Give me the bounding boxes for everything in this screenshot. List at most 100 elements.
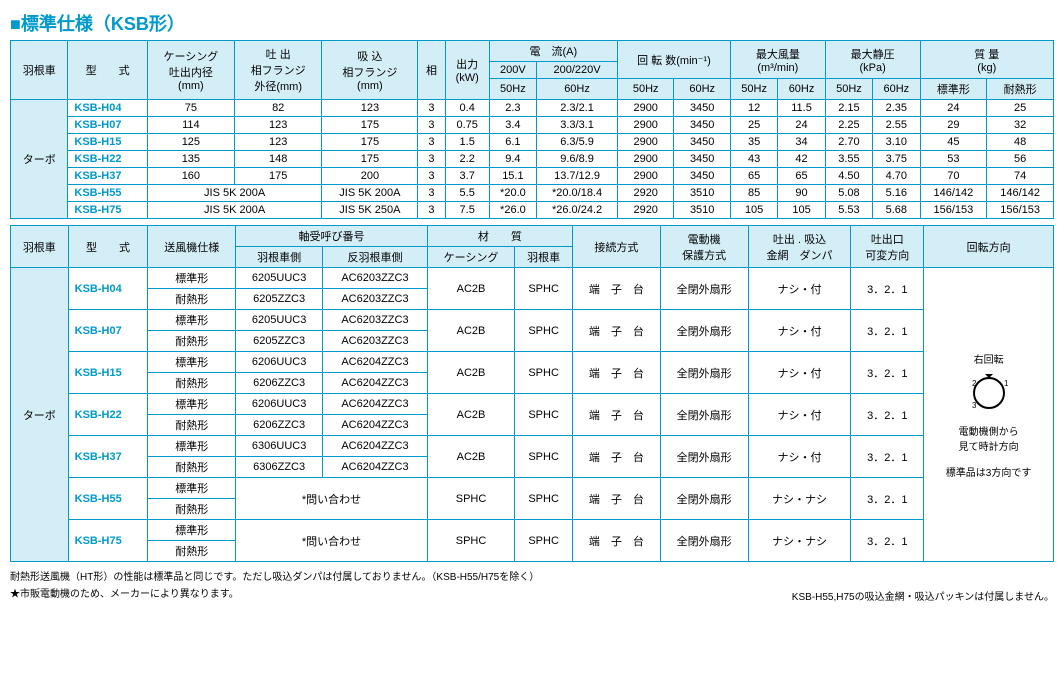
cell: 3.7 (445, 168, 489, 185)
cell: AC6204ZZC3 (323, 352, 428, 373)
h2-impeller: 羽根車 (11, 226, 69, 268)
cell: 標準形 (148, 436, 236, 457)
table-row: KSB-H1512512317531.56.16.3/5.92900345035… (11, 134, 1054, 151)
h-power: 出力(kW) (445, 41, 489, 100)
h-a60: 60Hz (778, 79, 825, 100)
cell: 2920 (617, 185, 673, 202)
cell: 6206ZZC3 (236, 415, 323, 436)
cell: AC6204ZZC3 (323, 436, 428, 457)
table-row: KSB-H55標準形*問い合わせSPHCSPHC端 子 台全閉外扇形ナシ・ナシ3… (11, 478, 1054, 499)
cell: 65 (730, 168, 777, 185)
cell: 3．2．1 (851, 310, 924, 352)
cell: 耐熱形 (148, 457, 236, 478)
cell: 148 (234, 151, 321, 168)
cell: 3.55 (825, 151, 872, 168)
cell: 3．2．1 (851, 394, 924, 436)
cell: 6206ZZC3 (236, 373, 323, 394)
cell: 6205ZZC3 (236, 331, 323, 352)
table-row: KSB-H75標準形*問い合わせSPHCSPHC端 子 台全閉外扇形ナシ・ナシ3… (11, 520, 1054, 541)
table-row: KSB-H75JIS 5K 200AJIS 5K 250A37.5*26.0*2… (11, 202, 1054, 219)
cell: 123 (234, 134, 321, 151)
cell: 7.5 (445, 202, 489, 219)
h-current: 電 流(A) (489, 41, 617, 62)
h-r50: 50Hz (617, 79, 673, 100)
cell: 標準形 (148, 352, 236, 373)
cell: 全閉外扇形 (660, 394, 748, 436)
group-cell: ターボ (11, 268, 69, 562)
cell: 3450 (674, 168, 730, 185)
h-p60: 60Hz (873, 79, 920, 100)
cell: 端 子 台 (572, 352, 660, 394)
cell: 25 (730, 117, 777, 134)
cell: 6206UUC3 (236, 352, 323, 373)
cell: 6205UUC3 (236, 268, 323, 289)
cell: 11.5 (778, 100, 825, 117)
cell: 45 (920, 134, 987, 151)
cell: 123 (234, 117, 321, 134)
cell: 3450 (674, 117, 730, 134)
h-mstd: 標準形 (920, 79, 987, 100)
cell: 2900 (617, 117, 673, 134)
model-cell: KSB-H15 (68, 134, 147, 151)
h-pressure: 最大静圧(kPa) (825, 41, 920, 79)
cell: 105 (730, 202, 777, 219)
cell: 3 (418, 168, 445, 185)
cell: 3．2．1 (851, 520, 924, 562)
cell: 耐熱形 (148, 415, 236, 436)
cell: 4.70 (873, 168, 920, 185)
cell: 耐熱形 (148, 331, 236, 352)
cell: 2.3/2.1 (537, 100, 618, 117)
cell: 175 (322, 151, 418, 168)
h2-spec: 送風機仕様 (148, 226, 236, 268)
cell: 3 (418, 202, 445, 219)
cell: 0.4 (445, 100, 489, 117)
h2-mesh: 吐出 . 吸込金網 ダンパ (748, 226, 851, 268)
cell: 全閉外扇形 (660, 310, 748, 352)
cell: 端 子 台 (572, 520, 660, 562)
cell: 3510 (674, 202, 730, 219)
cell: 114 (147, 117, 234, 134)
cell: 3 (418, 100, 445, 117)
h2-bopp: 反羽根車側 (323, 247, 428, 268)
cell: 3．2．1 (851, 478, 924, 520)
h-phase: 相 (418, 41, 445, 100)
h-c60: 60Hz (537, 79, 618, 100)
cell: AC6203ZZC3 (323, 310, 428, 331)
cell: 端 子 台 (572, 310, 660, 352)
cell: 175 (322, 134, 418, 151)
h-mass: 質 量(kg) (920, 41, 1053, 79)
cell: 12 (730, 100, 777, 117)
cell: 2.25 (825, 117, 872, 134)
cell: 3 (418, 185, 445, 202)
h-r60: 60Hz (674, 79, 730, 100)
cell: 6205ZZC3 (236, 289, 323, 310)
cell: 105 (778, 202, 825, 219)
cell: 3．2．1 (851, 352, 924, 394)
cell: 標準形 (148, 520, 236, 541)
table-row: KSB-H22標準形6206UUC3AC6204ZZC3AC2BSPHC端 子 … (11, 394, 1054, 415)
cell: 135 (147, 151, 234, 168)
cell: SPHC (515, 268, 573, 310)
cell: 5.53 (825, 202, 872, 219)
cell: 146/142 (987, 185, 1054, 202)
group-cell: ターボ (11, 100, 68, 219)
model-cell: KSB-H04 (68, 268, 148, 310)
model-cell: KSB-H75 (68, 202, 147, 219)
cell: 全閉外扇形 (660, 478, 748, 520)
cell: 6306UUC3 (236, 436, 323, 457)
h-outlet: 吐 出相フランジ外径(mm) (234, 41, 321, 100)
footnote-1: 耐熱形送風機（HT形）の性能は標準品と同じです。ただし吸込ダンパは付属しておりま… (10, 568, 1054, 583)
cell: 75 (147, 100, 234, 117)
cell: ナシ・付 (748, 436, 851, 478)
model-cell: KSB-H07 (68, 117, 147, 134)
cell: 82 (234, 100, 321, 117)
cell: 3510 (674, 185, 730, 202)
cell: 耐熱形 (148, 499, 236, 520)
cell: 6.1 (489, 134, 536, 151)
cell: 25 (987, 100, 1054, 117)
h-mheat: 耐熱形 (987, 79, 1054, 100)
cell: AC2B (427, 352, 515, 394)
model-cell: KSB-H07 (68, 310, 148, 352)
rotation-cell: 右回転213電動機側から見て時計方向標準品は3方向です (924, 268, 1054, 562)
cell: AC6203ZZC3 (323, 268, 428, 289)
